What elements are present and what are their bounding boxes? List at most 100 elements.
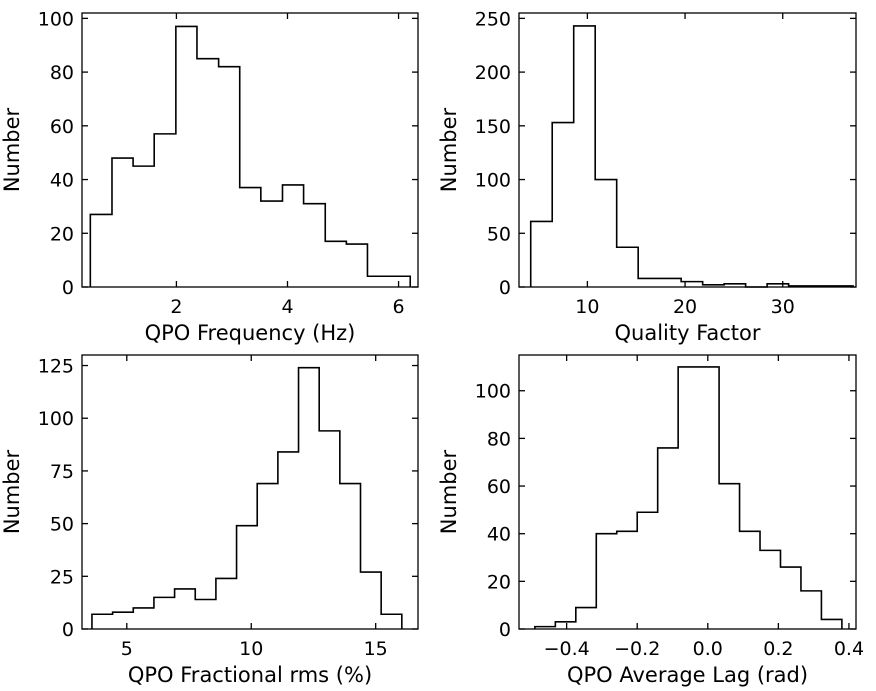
histogram-bin bbox=[638, 278, 659, 287]
histogram-bin bbox=[699, 367, 719, 629]
y-tick-label: 50 bbox=[50, 514, 74, 536]
y-tick-label: 0 bbox=[499, 619, 511, 641]
x-tick-label: 0.2 bbox=[763, 638, 793, 660]
histogram-bin bbox=[346, 244, 367, 287]
y-tick-label: 60 bbox=[487, 476, 511, 498]
y-tick-label: 100 bbox=[475, 170, 511, 192]
histogram-bin bbox=[175, 589, 196, 629]
axes-frame bbox=[81, 354, 419, 630]
x-tick-label: 15 bbox=[364, 638, 388, 660]
y-axis-label: Number bbox=[437, 107, 461, 192]
histogram-bin bbox=[325, 241, 346, 287]
axes-frame bbox=[518, 354, 857, 630]
y-tick-label: 80 bbox=[50, 62, 74, 84]
x-tick-label: 0.4 bbox=[834, 638, 864, 660]
x-tick-label: 20 bbox=[673, 296, 697, 318]
x-tick-label: 30 bbox=[771, 296, 795, 318]
histogram-bin bbox=[596, 534, 616, 629]
y-tick-label: 60 bbox=[50, 116, 74, 138]
y-tick-label: 40 bbox=[487, 524, 511, 546]
y-tick-label: 200 bbox=[475, 62, 511, 84]
histogram-bin bbox=[576, 608, 596, 629]
histogram-bin bbox=[555, 622, 575, 629]
histogram-bin bbox=[92, 614, 113, 629]
histogram-bin bbox=[278, 452, 299, 629]
y-tick-label: 0 bbox=[62, 619, 74, 641]
histogram-bin bbox=[381, 614, 402, 629]
y-tick-label: 100 bbox=[38, 8, 74, 30]
histogram-bin bbox=[133, 166, 154, 287]
y-tick-label: 20 bbox=[487, 571, 511, 593]
histogram-panel-2: 10 20 30 0 50 100 150 200 250 Quality Factor Numbe… bbox=[437, 8, 857, 345]
x-tick-label: 0.0 bbox=[693, 638, 723, 660]
histogram-bin bbox=[552, 123, 573, 287]
x-tick-label: −0.4 bbox=[544, 638, 590, 660]
histogram-bin bbox=[112, 158, 133, 287]
axes-frame bbox=[81, 12, 419, 288]
histogram-bin bbox=[740, 531, 760, 629]
histogram-bin bbox=[219, 67, 240, 287]
x-tick-label: 6 bbox=[393, 296, 405, 318]
x-axis-label: QPO Average Lag (rad) bbox=[567, 663, 808, 687]
axes-frame bbox=[518, 12, 857, 288]
histogram-bin bbox=[154, 597, 175, 629]
histogram-bin bbox=[760, 550, 780, 629]
y-tick-label: 0 bbox=[62, 277, 74, 299]
histogram-bin bbox=[660, 278, 681, 287]
histogram-bin bbox=[617, 531, 637, 629]
histogram-bin bbox=[681, 282, 702, 287]
histogram-bin bbox=[257, 484, 278, 629]
x-tick-label: 10 bbox=[575, 296, 599, 318]
y-tick-label: 125 bbox=[38, 356, 74, 378]
y-tick-label: 0 bbox=[499, 277, 511, 299]
x-tick-label: 10 bbox=[239, 638, 263, 660]
histogram-bin bbox=[197, 59, 219, 287]
y-tick-label: 100 bbox=[475, 381, 511, 403]
y-tick-label: 100 bbox=[38, 408, 74, 430]
histogram-step-outline bbox=[91, 366, 403, 629]
histogram-bin bbox=[361, 572, 382, 629]
x-tick-label: 5 bbox=[121, 638, 133, 660]
histogram-bin bbox=[637, 512, 657, 629]
histogram-bin bbox=[340, 484, 361, 629]
histogram-bin bbox=[113, 612, 134, 629]
histogram-step-outline bbox=[534, 366, 843, 629]
histogram-bin bbox=[261, 201, 283, 287]
histogram-step-outline bbox=[529, 25, 854, 288]
y-axis-label: Number bbox=[437, 449, 461, 534]
histogram-bin bbox=[282, 185, 303, 287]
y-tick-label: 40 bbox=[50, 170, 74, 192]
x-tick-label: −0.2 bbox=[614, 638, 660, 660]
y-axis-label: Number bbox=[0, 449, 24, 534]
x-axis-label: Quality Factor bbox=[615, 321, 761, 345]
histogram-bin bbox=[299, 368, 320, 629]
histogram-bin bbox=[617, 247, 638, 287]
y-axis-label: Number bbox=[0, 107, 24, 192]
y-tick-label: 75 bbox=[50, 461, 74, 483]
histogram-panel-4: −0.4 −0.2 0.0 0.2 0.4 0 20 40 60 80 100 QPO Average… bbox=[437, 354, 864, 687]
histogram-bin bbox=[801, 591, 821, 629]
histogram-bin bbox=[595, 180, 616, 287]
histogram-bin bbox=[658, 448, 678, 629]
histogram-bin bbox=[719, 484, 739, 629]
histogram-bin bbox=[319, 431, 340, 629]
x-tick-label: 2 bbox=[170, 296, 182, 318]
histogram-bin bbox=[304, 204, 326, 287]
x-axis-label: QPO Frequency (Hz) bbox=[145, 321, 356, 345]
x-tick-label: 4 bbox=[281, 296, 293, 318]
y-tick-label: 50 bbox=[487, 223, 511, 245]
histogram-bin bbox=[216, 578, 237, 629]
y-tick-label: 80 bbox=[487, 428, 511, 450]
histogram-bin bbox=[154, 134, 176, 287]
histogram-bin bbox=[389, 276, 410, 287]
histogram-bin bbox=[237, 526, 258, 629]
histogram-bin bbox=[90, 214, 112, 287]
histogram-step-outline bbox=[89, 25, 412, 287]
y-tick-label: 25 bbox=[50, 566, 74, 588]
histogram-bin bbox=[678, 367, 698, 629]
histogram-bin bbox=[195, 599, 216, 629]
x-axis-label: QPO Fractional rms (%) bbox=[128, 663, 372, 687]
histogram-bin bbox=[133, 608, 154, 629]
